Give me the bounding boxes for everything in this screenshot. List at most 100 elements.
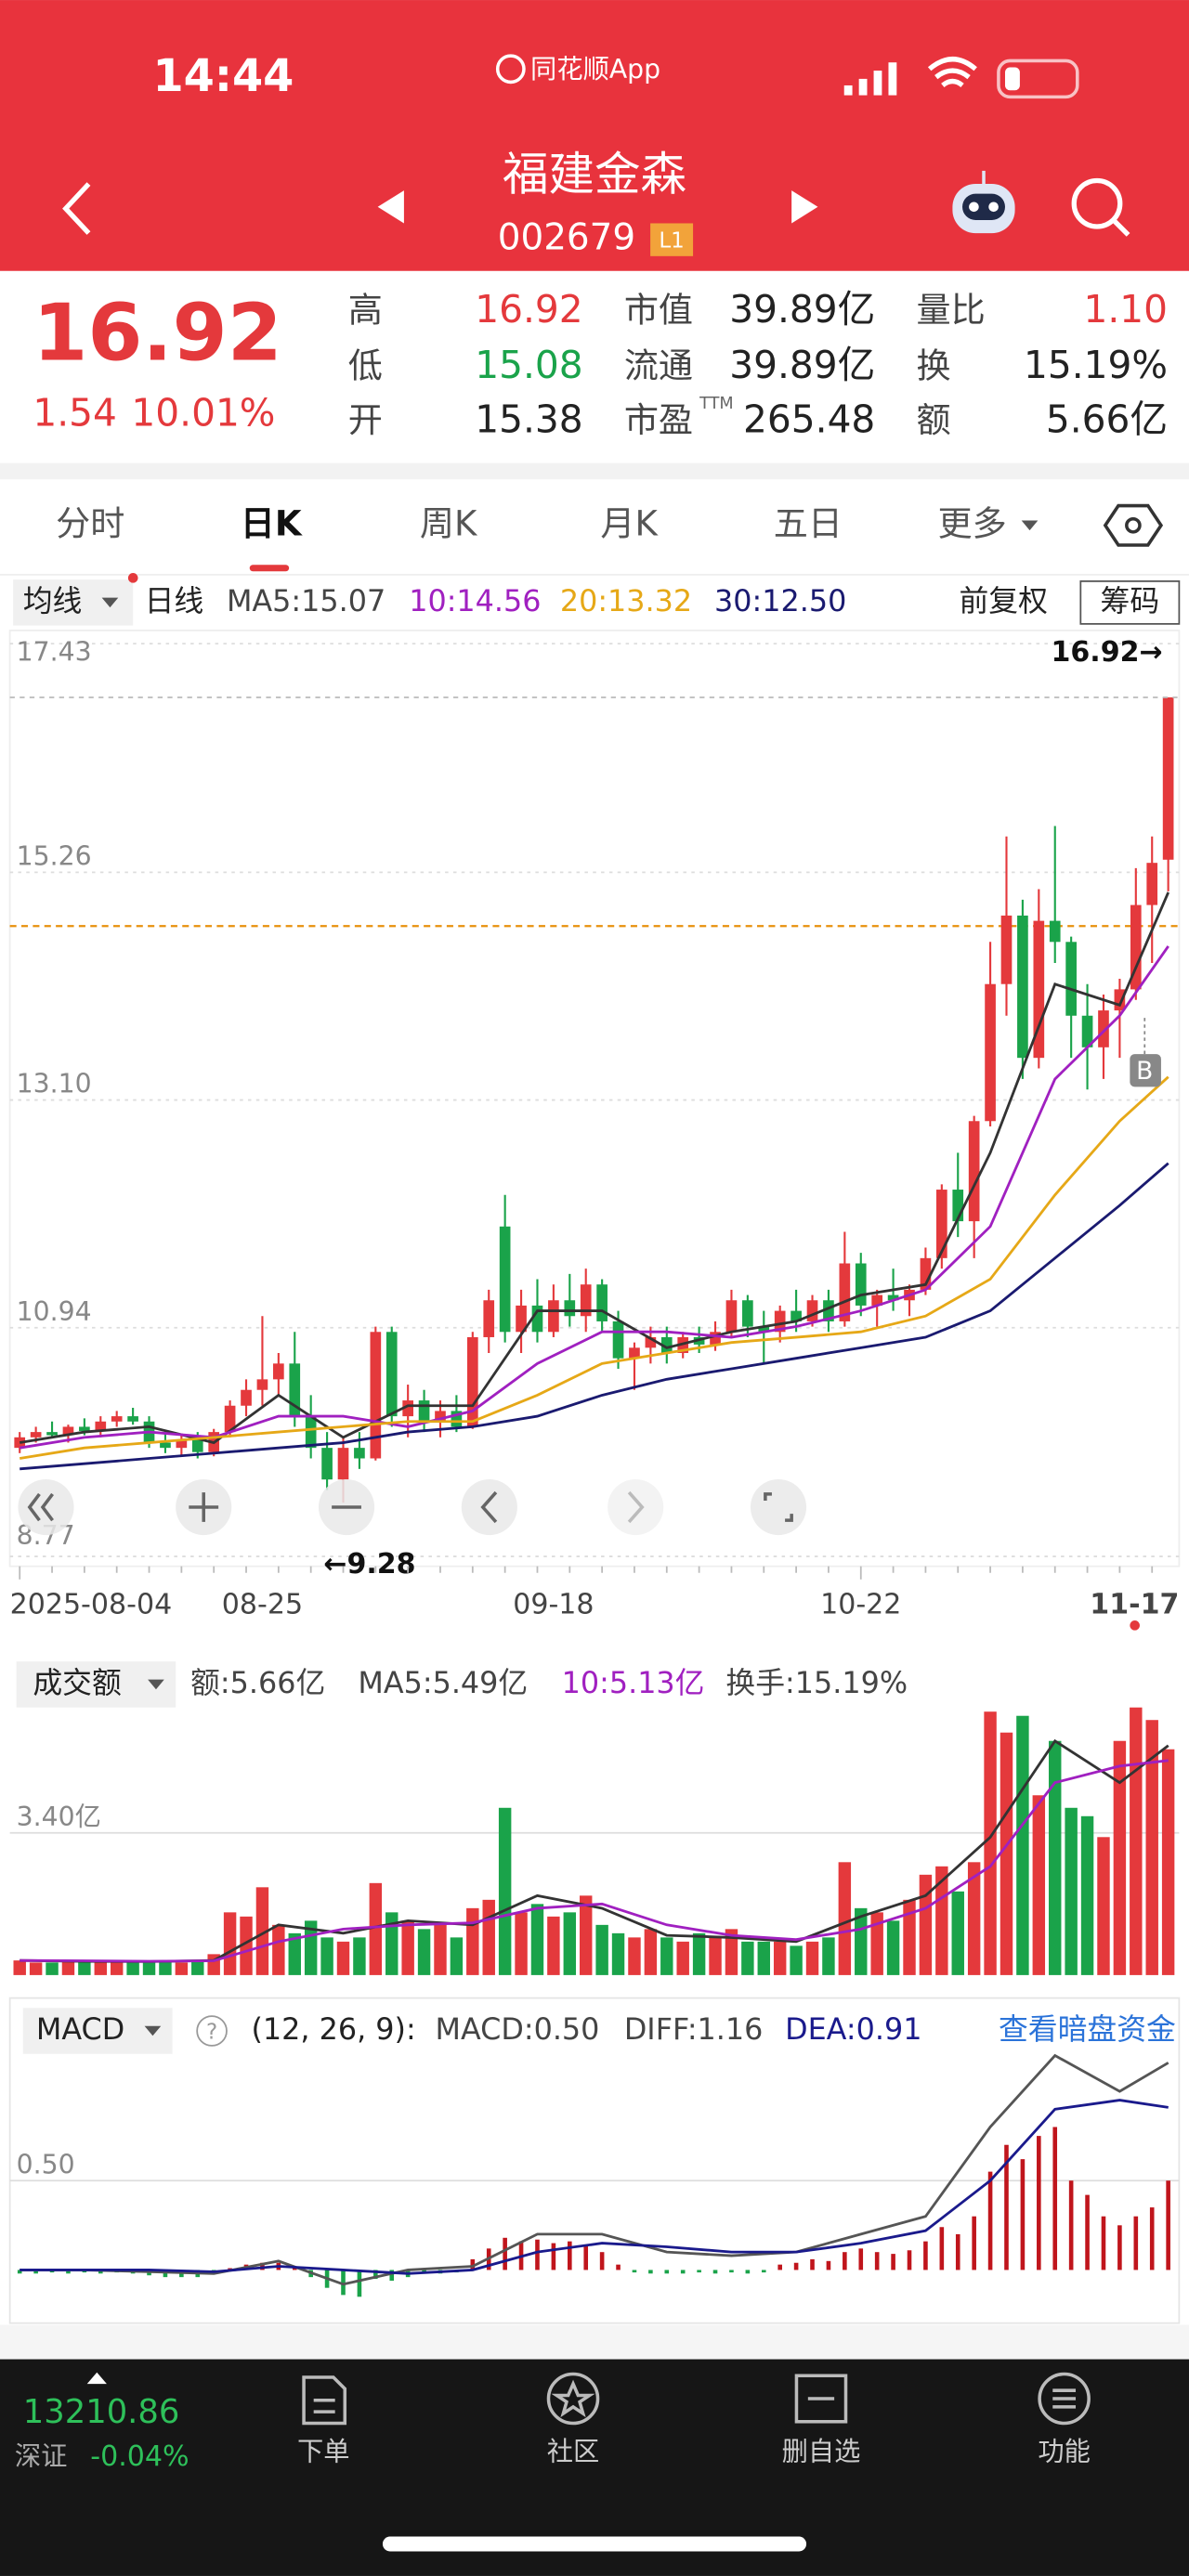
icon (480, 1490, 498, 1524)
fullscreen[interactable] (750, 1478, 807, 1536)
macd-bar (1004, 2144, 1009, 2270)
volume-bar (223, 1912, 237, 1975)
candle-body (1033, 920, 1045, 1059)
volume-bar (482, 1899, 495, 1975)
community-icon[interactable] (546, 2372, 600, 2426)
nav-label[interactable]: 功能 (1038, 2436, 1091, 2466)
macd-selector[interactable]: MACD (36, 2011, 124, 2047)
scroll-left[interactable] (461, 1478, 517, 1536)
macd-bar (1101, 2216, 1106, 2270)
tab[interactable]: 月K (600, 503, 659, 543)
candle-body (596, 1284, 608, 1321)
candle-body (466, 1336, 478, 1427)
scroll-right[interactable] (608, 1478, 664, 1536)
macd-bar (777, 2264, 782, 2270)
x-tick-label: 09-18 (513, 1589, 594, 1621)
candle-body (920, 1257, 932, 1290)
chips[interactable]: 筹码 (1101, 583, 1160, 618)
volume-bar (1097, 1837, 1110, 1975)
macd-params: (12, 26, 9): (251, 2011, 415, 2047)
candle-body (370, 1332, 382, 1459)
next-stock[interactable] (791, 190, 818, 224)
ma-line (20, 2053, 1169, 2286)
ma-selector[interactable]: 均线 (23, 583, 83, 618)
volume-bar (498, 1807, 512, 1975)
macd-bar (1052, 2127, 1058, 2270)
macd-bar (66, 2270, 71, 2274)
back-button[interactable] (62, 182, 91, 235)
macd-bar (1149, 2207, 1155, 2270)
volume-bar (1065, 1807, 1078, 1975)
order-icon[interactable] (302, 2375, 347, 2426)
x-tick-label: 2025-08-04 (10, 1589, 173, 1621)
expand-arrow[interactable] (86, 2372, 107, 2385)
vol-legend: 10:5.13亿 (562, 1665, 705, 1700)
volume-bar (855, 1907, 868, 1975)
volume-bar (94, 1962, 108, 1975)
zoom-out-all[interactable] (18, 1478, 74, 1536)
macd-bar (712, 2270, 718, 2274)
macd-bar (907, 2250, 912, 2270)
volume-bar (984, 1711, 997, 1975)
tab[interactable]: 分时 (56, 503, 124, 543)
search-button[interactable] (1071, 177, 1130, 237)
volume-bar (595, 1924, 608, 1975)
help-icon[interactable] (196, 2015, 228, 2047)
tab[interactable]: 五日 (774, 503, 843, 543)
settings-button[interactable] (1103, 503, 1164, 547)
chips-bg[interactable] (1079, 580, 1181, 625)
caret (1021, 520, 1039, 531)
vol-selector-bg[interactable] (16, 1661, 176, 1708)
gap (0, 2324, 1189, 2360)
volume-bar (369, 1882, 383, 1975)
macd-bar (729, 2270, 734, 2273)
candle-body (516, 1305, 527, 1333)
candle-body (968, 1121, 980, 1222)
help[interactable]: ? (206, 2020, 217, 2044)
candle-body (936, 1190, 947, 1258)
tab[interactable]: 周K (420, 503, 478, 543)
macd-bar (648, 2270, 653, 2274)
remove-icon[interactable] (794, 2374, 848, 2424)
macd-bar (389, 2270, 395, 2281)
robot-button[interactable] (952, 170, 1015, 234)
ma-line (20, 2099, 1169, 2275)
icon (627, 1490, 645, 1524)
candle-body (305, 1416, 317, 1449)
macd-bar (1037, 2136, 1041, 2270)
function-icon[interactable] (1038, 2372, 1091, 2426)
candle-body (191, 1439, 203, 1452)
ma-line (19, 945, 1169, 1450)
macd-bar (632, 2270, 637, 2273)
volume-bar (110, 1960, 124, 1975)
macd-selector-bg[interactable] (22, 2008, 173, 2054)
nav-label[interactable]: 下单 (297, 2436, 350, 2466)
volume-bar (951, 1891, 964, 1975)
candle-body (435, 1411, 446, 1422)
volume-bar (1080, 1815, 1094, 1975)
candle-body (289, 1363, 301, 1417)
candle-body (531, 1305, 543, 1333)
dark-pool-link[interactable]: 查看暗盘资金 (999, 2011, 1176, 2047)
adjust[interactable]: 前复权 (959, 583, 1047, 618)
volume-bar (935, 1866, 948, 1975)
ma-line (19, 1075, 1169, 1460)
tab[interactable]: 更多 (938, 503, 1007, 543)
y-tick-label: 15.26 (17, 840, 92, 871)
stat-label: 低 (348, 346, 383, 386)
volume-bar (838, 1862, 852, 1975)
candle-body (758, 1326, 770, 1333)
nav-label[interactable]: 社区 (547, 2436, 600, 2466)
volume-bar (773, 1941, 787, 1975)
prev-stock[interactable] (377, 190, 404, 224)
candle-body (725, 1300, 738, 1333)
candle-body (1130, 904, 1142, 990)
stat-value: 265.48 (743, 397, 875, 441)
candle-body (451, 1411, 463, 1427)
ma-line (19, 891, 1170, 1445)
vol-selector[interactable]: 成交额 (33, 1665, 121, 1700)
nav-label[interactable]: 删自选 (782, 2436, 861, 2466)
tab[interactable]: 日K (241, 503, 303, 543)
tab-underline (249, 565, 290, 572)
